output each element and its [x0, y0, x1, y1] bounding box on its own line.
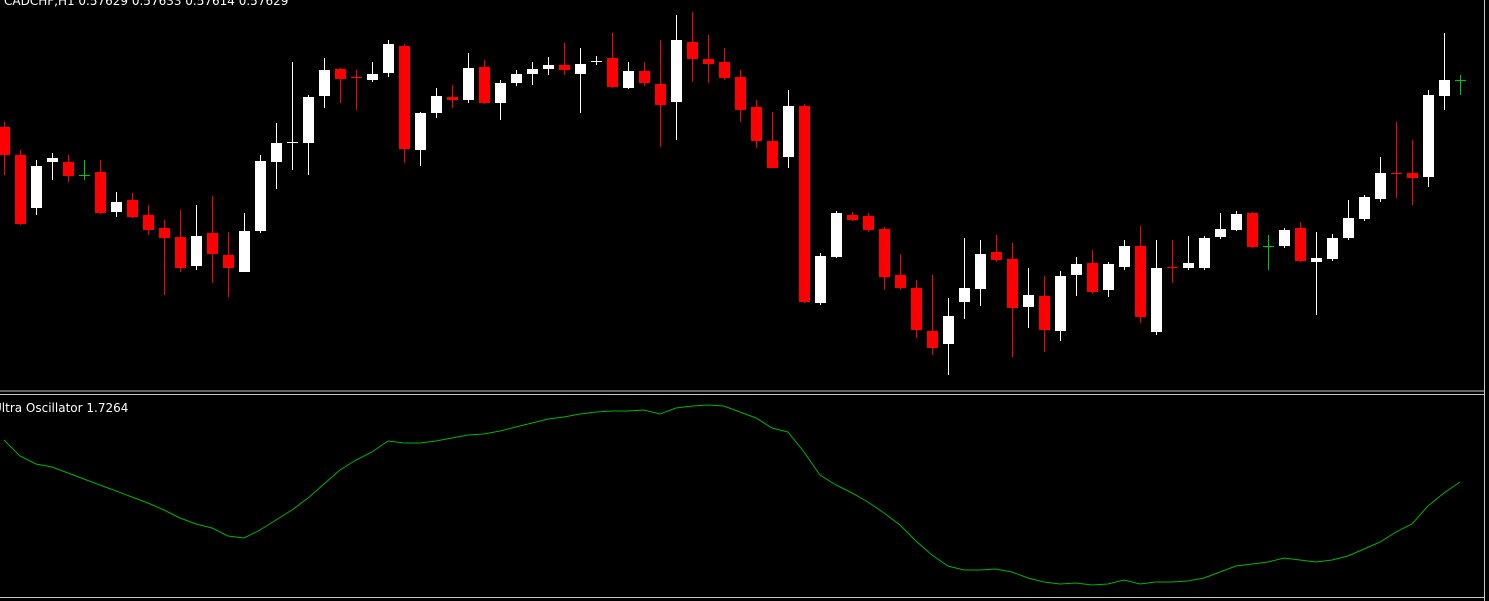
candle-body: [1135, 246, 1146, 317]
candle-body: [831, 213, 842, 257]
candle-body: [1119, 246, 1130, 267]
candle-body: [527, 69, 538, 74]
candle-body: [1343, 218, 1354, 238]
candle-body: [1263, 246, 1274, 247]
candle-body: [383, 44, 394, 73]
candle-body: [863, 216, 874, 230]
candle-body: [591, 61, 602, 62]
candle-body: [639, 71, 650, 83]
candle-body: [255, 161, 266, 231]
candle-body: [239, 231, 250, 272]
candle-body: [1247, 213, 1258, 247]
candle-body: [1391, 173, 1402, 174]
candle-body: [1311, 258, 1322, 262]
candle-body: [1103, 264, 1114, 290]
candle-body: [671, 40, 682, 102]
candle-body: [767, 141, 778, 168]
candle-body: [1183, 263, 1194, 268]
candle-body: [143, 215, 154, 230]
candle-body: [911, 288, 922, 330]
candle-body: [607, 58, 618, 87]
candle-body: [1039, 296, 1050, 330]
candle-body: [575, 64, 586, 74]
candle-body: [223, 255, 234, 268]
candle-body: [511, 74, 522, 83]
candle-body: [959, 288, 970, 302]
candle-body: [1327, 238, 1338, 259]
candle-body: [335, 69, 346, 79]
candle-body: [47, 158, 58, 162]
candle-body: [479, 67, 490, 103]
candle-body: [95, 172, 106, 213]
candle-body: [207, 233, 218, 254]
candle-body: [703, 59, 714, 64]
candle-body: [687, 42, 698, 59]
candle-body: [431, 96, 442, 113]
candle-body: [895, 275, 906, 288]
chart-title: CADCHF,H1 0.57629 0.57633 0.57614 0.5762…: [4, 0, 288, 8]
candle-body: [1375, 173, 1386, 199]
candle-body: [367, 74, 378, 80]
candle-body: [991, 252, 1002, 260]
candle-body: [191, 236, 202, 266]
candle-body: [543, 65, 554, 69]
candle-body: [799, 106, 810, 302]
candle-body: [879, 229, 890, 277]
candle-body: [1359, 197, 1370, 219]
candle-body: [351, 77, 362, 78]
candle-body: [815, 256, 826, 303]
candle-body: [623, 71, 634, 88]
candle-body: [271, 143, 282, 162]
candle-body: [0, 127, 10, 155]
candle-body: [15, 155, 26, 224]
candle-body: [1423, 95, 1434, 177]
candle-body: [1087, 263, 1098, 292]
candle-body: [751, 107, 762, 141]
candle-body: [175, 237, 186, 268]
candle-body: [847, 215, 858, 220]
candle-body: [975, 254, 986, 289]
candle-body: [1071, 264, 1082, 275]
candle-body: [463, 68, 474, 100]
candle-body: [735, 77, 746, 110]
candle-body: [1023, 295, 1034, 307]
candle-body: [447, 97, 458, 100]
candle-body: [415, 113, 426, 150]
candle-body: [287, 142, 298, 143]
candle-body: [1215, 229, 1226, 237]
candle-body: [79, 175, 90, 176]
candle-body: [927, 331, 938, 348]
candle-body: [1007, 259, 1018, 308]
candle-body: [399, 46, 410, 149]
candle-body: [1439, 80, 1450, 96]
oscillator-line: [3, 404, 1461, 586]
candle-body: [1055, 276, 1066, 331]
candle-body: [1455, 80, 1466, 81]
candle-body: [1231, 214, 1242, 230]
candle-body: [111, 202, 122, 212]
candle-body: [943, 316, 954, 344]
candle-body: [495, 83, 506, 103]
candle-body: [1279, 230, 1290, 246]
candle-body: [319, 70, 330, 96]
candle-body: [783, 106, 794, 157]
candle-body: [1199, 238, 1210, 268]
candle-body: [1407, 173, 1418, 178]
candle-body: [31, 166, 42, 208]
candle-body: [1167, 267, 1178, 268]
indicator-label: Ultra Oscillator 1.7264: [0, 401, 128, 415]
candle-body: [559, 65, 570, 70]
candle-body: [127, 200, 138, 217]
candle-body: [1151, 268, 1162, 332]
candle-body: [1295, 228, 1306, 261]
candle-body: [719, 62, 730, 78]
candle-body: [159, 228, 170, 238]
candle-body: [63, 162, 74, 176]
candle-body: [655, 84, 666, 105]
candle-body: [303, 97, 314, 143]
